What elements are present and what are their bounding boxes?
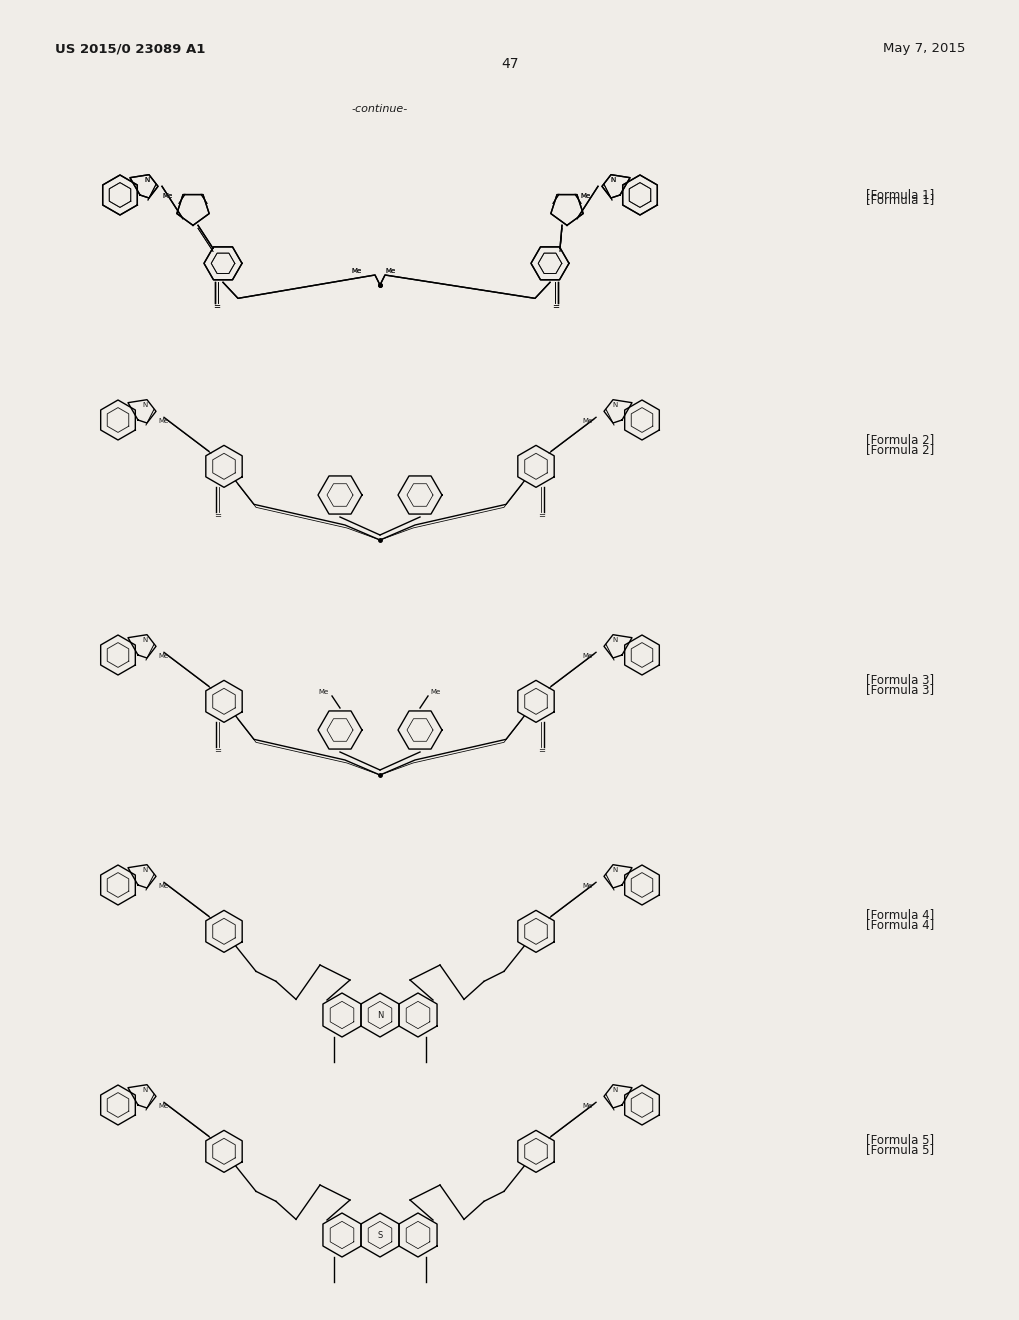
Text: 47: 47	[500, 57, 519, 71]
Text: Me: Me	[158, 418, 168, 424]
Text: [Formula 5]: [Formula 5]	[865, 1143, 933, 1156]
Text: N: N	[376, 1011, 383, 1019]
Text: N: N	[609, 177, 615, 183]
Text: [Formula 4]: [Formula 4]	[865, 919, 933, 932]
Text: [Formula 5]: [Formula 5]	[865, 1134, 933, 1147]
Text: N: N	[611, 403, 618, 408]
Text: Me: Me	[582, 418, 592, 424]
Text: Me: Me	[158, 1104, 168, 1109]
Text: May 7, 2015: May 7, 2015	[881, 42, 964, 55]
Text: Me: Me	[582, 883, 592, 890]
Text: N: N	[145, 177, 150, 183]
Text: N: N	[145, 177, 150, 183]
Text: =: =	[214, 746, 221, 755]
Text: =: =	[538, 511, 545, 520]
Text: N: N	[611, 1088, 618, 1093]
Text: Me: Me	[384, 268, 395, 275]
Text: =: =	[214, 511, 221, 520]
Text: N: N	[143, 403, 148, 408]
Text: =: =	[552, 302, 559, 312]
Text: US 2015/0 23089 A1: US 2015/0 23089 A1	[55, 42, 205, 55]
Text: [Formula 2]: [Formula 2]	[865, 433, 933, 446]
Text: Me: Me	[352, 268, 362, 275]
Text: Me: Me	[158, 883, 168, 890]
Text: Me: Me	[430, 689, 440, 696]
Text: N: N	[611, 638, 618, 643]
Text: Me: Me	[580, 193, 590, 199]
Text: -continue-: -continue-	[352, 104, 408, 114]
Text: [Formula 3]: [Formula 3]	[865, 673, 933, 686]
Text: N: N	[609, 177, 615, 183]
Text: [Formula 3]: [Formula 3]	[865, 684, 933, 697]
Text: Me: Me	[582, 653, 592, 659]
Text: Me: Me	[162, 193, 172, 199]
Text: Me: Me	[319, 689, 329, 696]
Text: N: N	[143, 638, 148, 643]
Text: =: =	[552, 302, 559, 312]
Text: [Formula 1]: [Formula 1]	[865, 194, 933, 206]
Text: [Formula 4]: [Formula 4]	[865, 908, 933, 921]
Text: N: N	[143, 1088, 148, 1093]
Text: Me: Me	[582, 1104, 592, 1109]
Text: =: =	[213, 302, 220, 312]
Text: =: =	[538, 746, 545, 755]
Text: [Formula 2]: [Formula 2]	[865, 444, 933, 457]
Text: N: N	[143, 867, 148, 874]
Text: Me: Me	[158, 653, 168, 659]
Text: =: =	[213, 302, 220, 312]
Text: Me: Me	[384, 268, 395, 275]
Text: Me: Me	[162, 193, 172, 199]
Text: Me: Me	[352, 268, 362, 275]
Text: [Formula 1]: [Formula 1]	[865, 189, 933, 202]
Text: Me: Me	[580, 193, 590, 199]
Text: N: N	[611, 867, 618, 874]
Text: S: S	[377, 1230, 382, 1239]
